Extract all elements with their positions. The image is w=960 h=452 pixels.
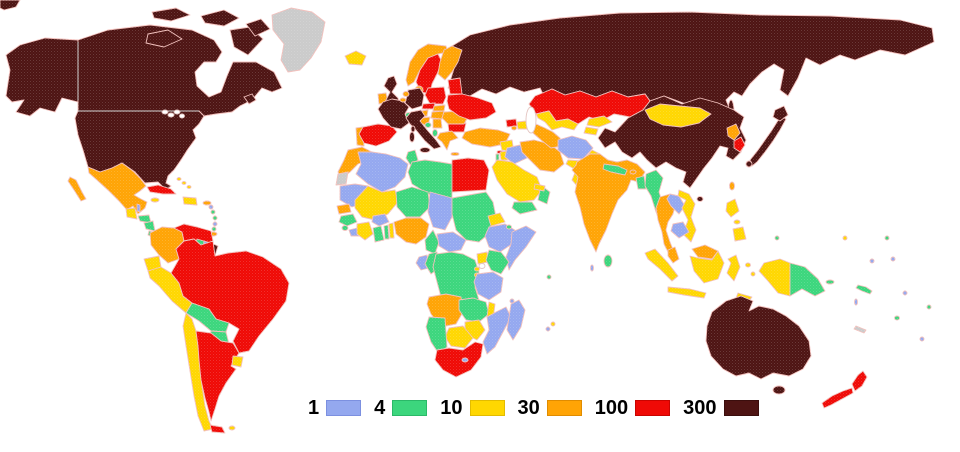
legend-item-1: 1 [308,397,362,419]
legend-label-4: 4 [374,397,386,419]
legend-swatch-brown [723,400,759,416]
legend: 1 4 10 30 100 300 [308,398,759,418]
legend-label-300: 300 [683,397,717,419]
legend-label-100: 100 [594,397,629,419]
legend-swatch-red [635,400,671,416]
legend-label-1: 1 [308,397,320,419]
legend-label-10: 10 [440,397,463,419]
legend-item-100: 100 [594,397,671,419]
legend-swatch-green [392,400,428,416]
legend-swatch-yellow [469,400,505,416]
legend-item-10: 10 [440,397,505,419]
legend-swatch-orange [546,400,582,416]
legend-item-4: 4 [374,397,428,419]
legend-item-30: 30 [518,398,582,418]
legend-item-300: 300 [683,397,759,419]
legend-label-30: 30 [517,397,540,419]
legend-swatch-blue [326,400,362,416]
